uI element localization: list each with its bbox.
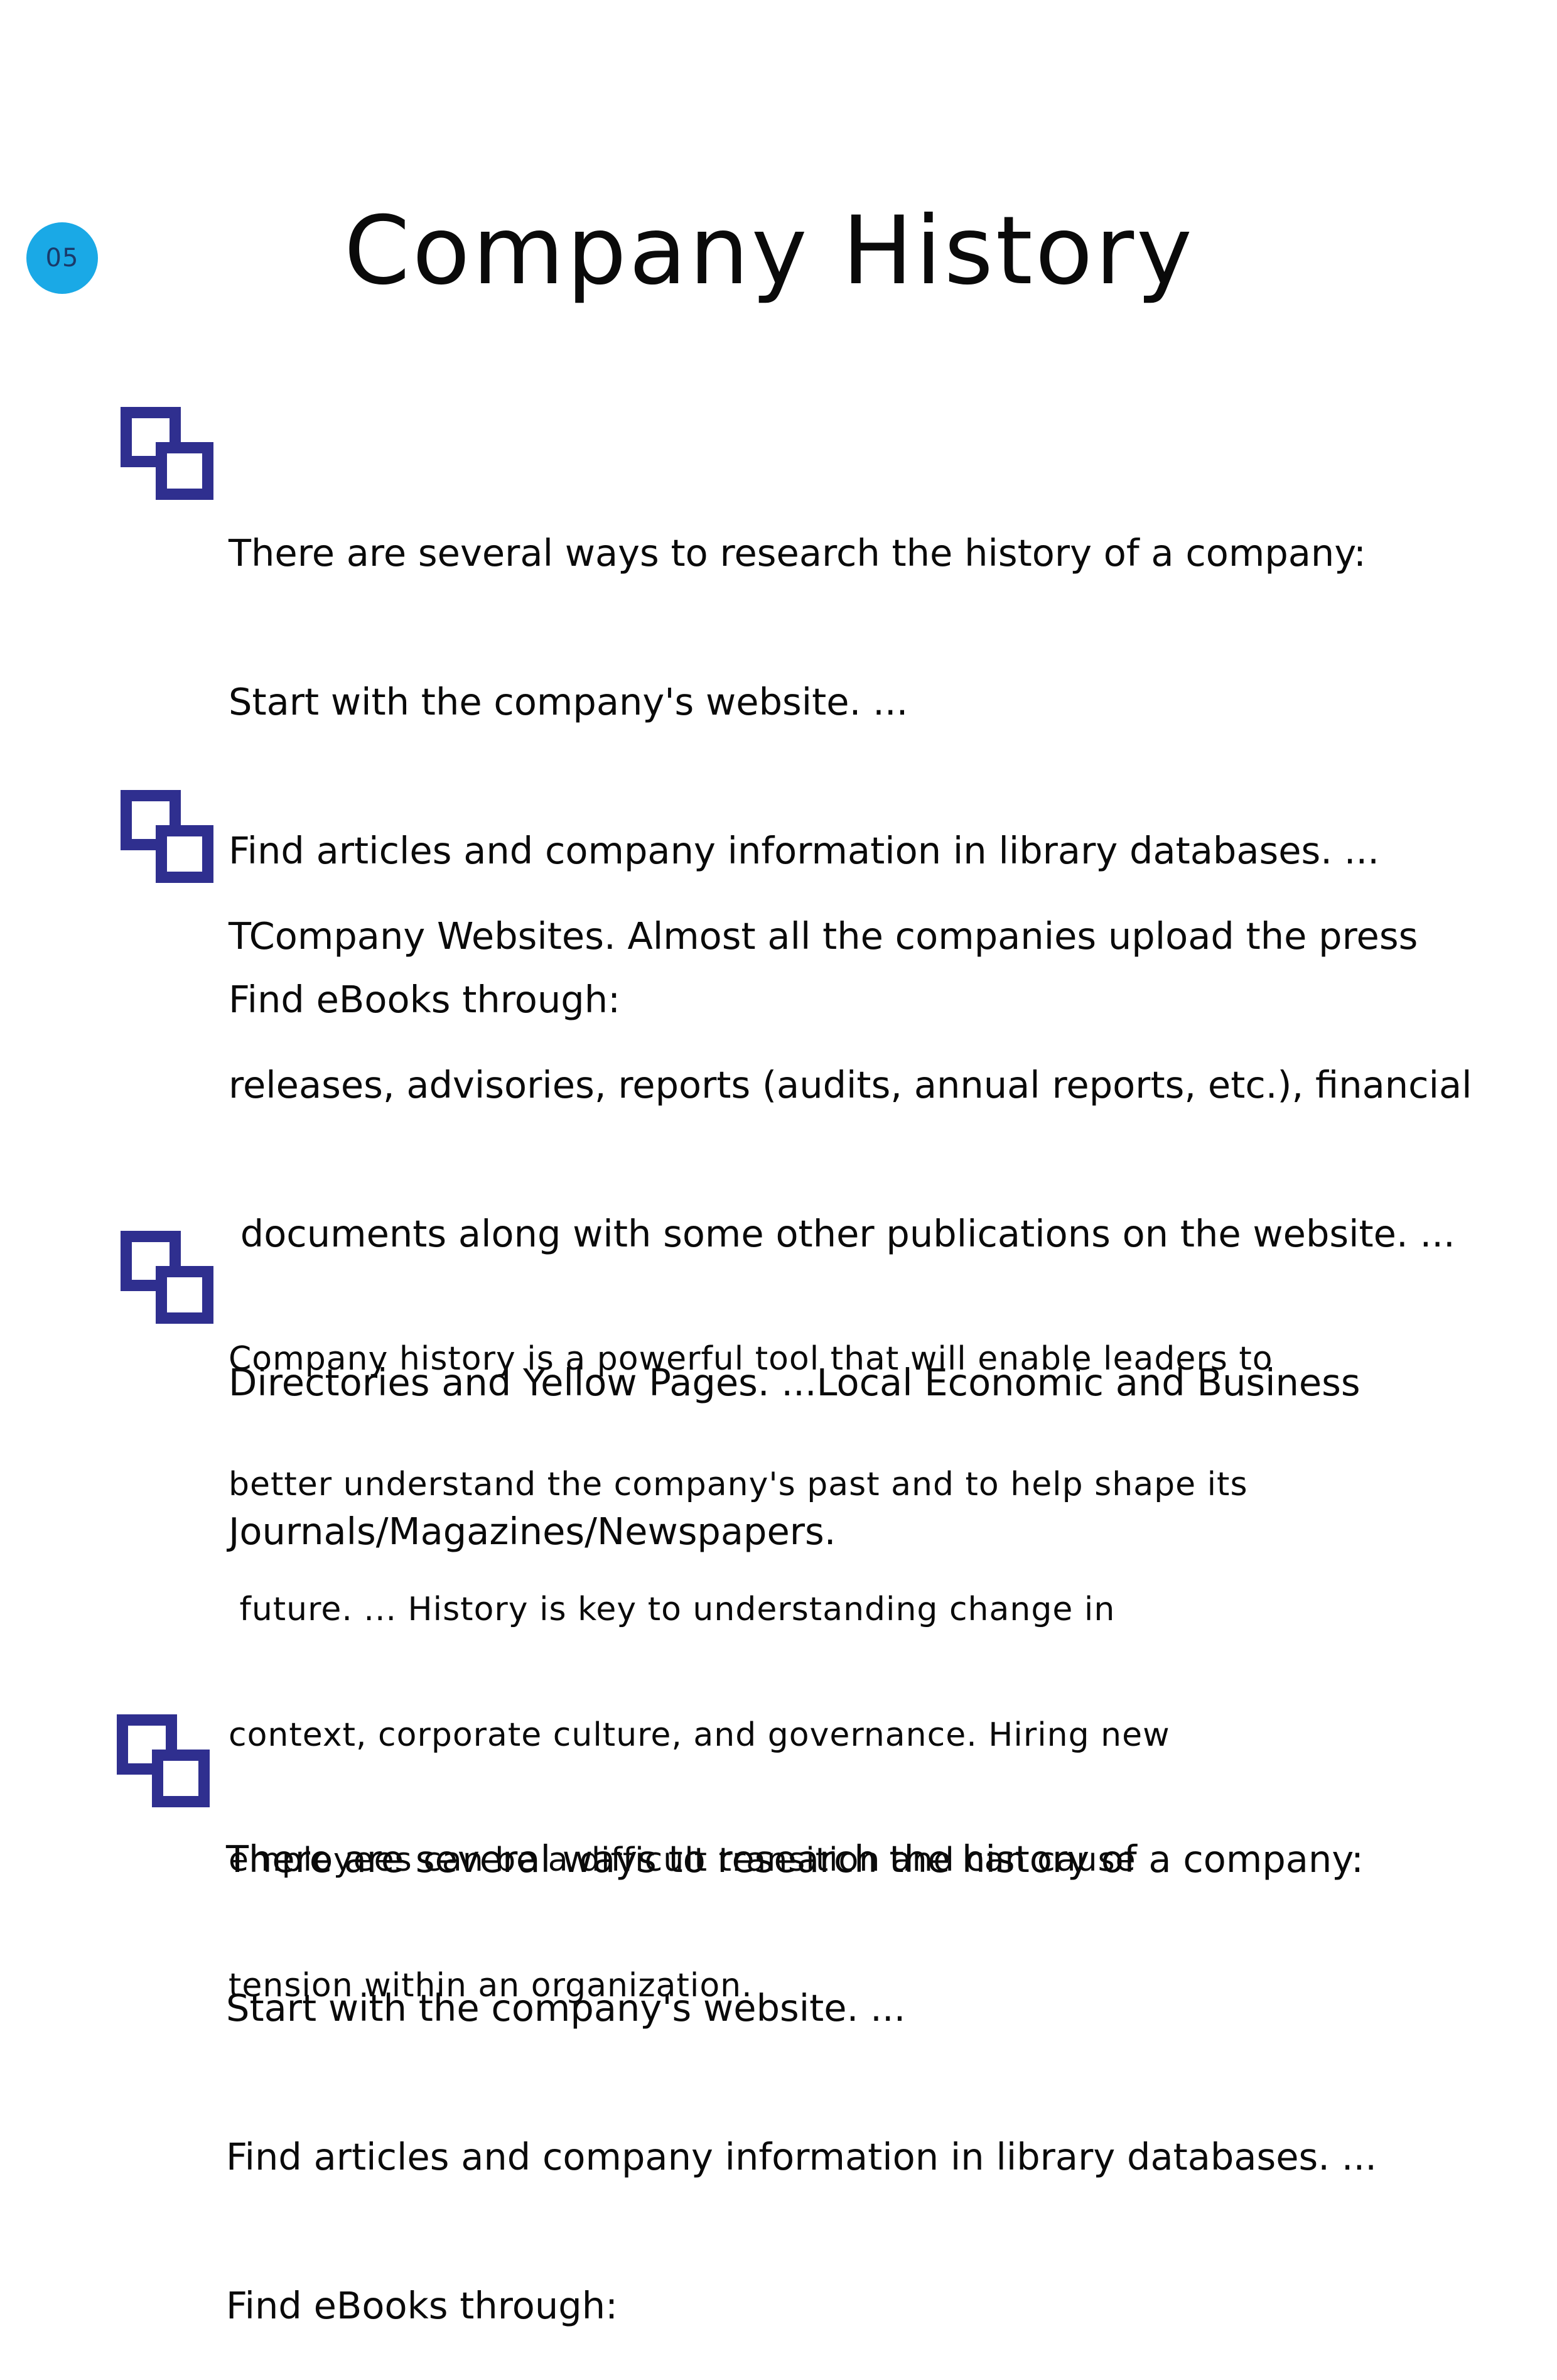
page-number-badge: 05 bbox=[26, 222, 98, 294]
section-4-text: There are several ways to research the h… bbox=[226, 1735, 1377, 2380]
section-4-line-2: Start with the company's website. ... bbox=[226, 1986, 906, 2030]
overlapping-squares-icon bbox=[121, 407, 213, 500]
section-1-line-1: There are several ways to research the h… bbox=[229, 531, 1366, 575]
overlapping-squares-icon bbox=[121, 790, 213, 883]
section-2-line-4: Directories and Yellow Pages. ...Local E… bbox=[229, 1361, 1360, 1404]
page-title: Company History bbox=[344, 197, 1195, 306]
section-2-line-5: Journals/Magazines/Newspapers. bbox=[229, 1510, 836, 1553]
section-3-text: Company history is a powerful tool that … bbox=[229, 1255, 1273, 2048]
section-2-text: TCompany Websites. Almost all the compan… bbox=[229, 812, 1472, 1606]
section-3-line-2: better understand the company's past and… bbox=[229, 1465, 1248, 1503]
section-2-line-1: TCompany Websites. Almost all the compan… bbox=[229, 914, 1418, 958]
section-1-text: There are several ways to research the h… bbox=[229, 429, 1379, 1074]
section-3-line-3: future. ... History is key to understand… bbox=[229, 1591, 1116, 1628]
overlapping-squares-icon bbox=[121, 1231, 213, 1324]
section-3-line-5: employees can be a difficult transition … bbox=[229, 1841, 1136, 1879]
section-4-line-1: There are several ways to research the h… bbox=[226, 1837, 1364, 1881]
section-1-line-4: Find eBooks through: bbox=[229, 978, 620, 1021]
section-4-line-3: Find articles and company information in… bbox=[226, 2135, 1377, 2178]
section-3-line-1: Company history is a powerful tool that … bbox=[229, 1340, 1273, 1378]
section-1-line-3: Find articles and company information in… bbox=[229, 829, 1380, 872]
section-2-line-3: documents along with some other publicat… bbox=[229, 1212, 1455, 1255]
section-2-line-2: releases, advisories, reports (audits, a… bbox=[229, 1063, 1472, 1106]
section-4-line-4: Find eBooks through: bbox=[226, 2284, 618, 2327]
section-3-line-6: tension within an organization. bbox=[229, 1966, 753, 2004]
section-1-line-2: Start with the company's website. ... bbox=[229, 680, 908, 723]
page-number: 05 bbox=[45, 244, 79, 273]
overlapping-squares-icon bbox=[117, 1714, 210, 1807]
section-3-line-4: context, corporate culture, and governan… bbox=[229, 1716, 1170, 1754]
